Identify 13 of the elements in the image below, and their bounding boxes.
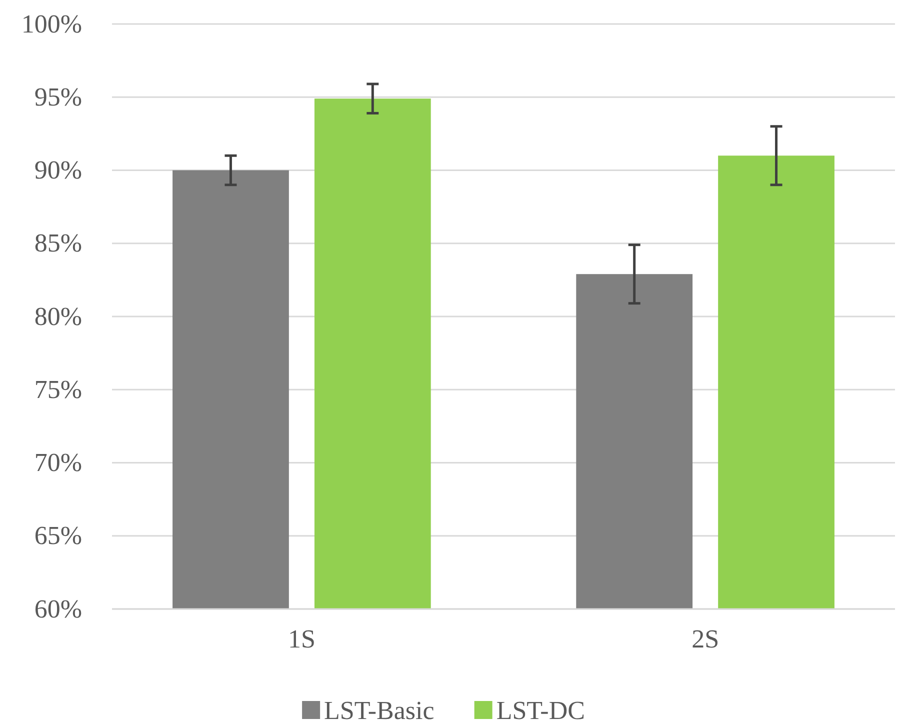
y-tick-label: 65% bbox=[34, 521, 82, 550]
legend-label: LST-Basic bbox=[324, 696, 434, 725]
y-tick-label: 85% bbox=[34, 228, 82, 258]
y-tick-label: 60% bbox=[34, 594, 82, 624]
y-tick-label: 100% bbox=[21, 9, 82, 38]
x-tick-label: 1S bbox=[288, 624, 316, 654]
y-tick-label: 75% bbox=[34, 374, 82, 404]
y-tick-label: 80% bbox=[34, 302, 82, 331]
y-tick-label: 70% bbox=[34, 448, 82, 478]
legend-label: LST-DC bbox=[496, 696, 585, 725]
y-tick-label: 95% bbox=[34, 82, 82, 112]
x-tick-label: 2S bbox=[692, 624, 720, 654]
y-tick-label: 90% bbox=[34, 156, 82, 185]
